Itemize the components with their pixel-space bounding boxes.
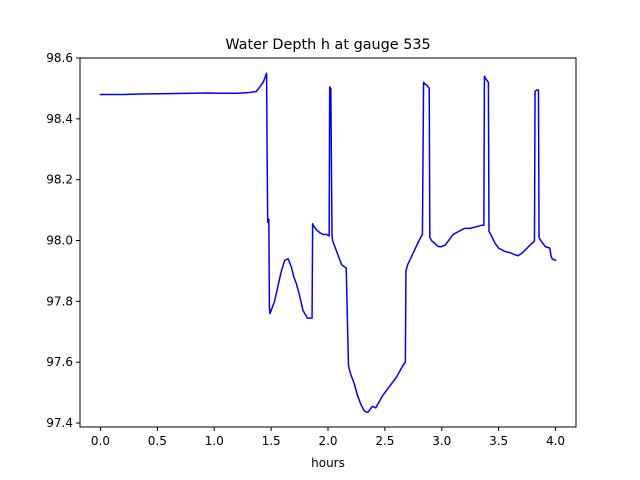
x-tick-label: 2.0 bbox=[318, 434, 337, 448]
series-layer bbox=[99, 72, 557, 414]
x-tick-label: 0.0 bbox=[91, 434, 110, 448]
chart-title: Water Depth h at gauge 535 bbox=[225, 37, 430, 53]
x-tick-label: 1.5 bbox=[262, 434, 281, 448]
y-tick-label: 97.8 bbox=[46, 294, 73, 308]
plot-area bbox=[79, 57, 577, 428]
y-tick-label: 98.2 bbox=[46, 173, 73, 187]
series-line-0 bbox=[99, 72, 557, 414]
y-tick-label: 97.6 bbox=[46, 355, 73, 369]
x-tick-label: 3.0 bbox=[432, 434, 451, 448]
x-tick-label: 2.5 bbox=[375, 434, 394, 448]
x-axis-label: hours bbox=[311, 456, 345, 470]
y-tick-label: 98.0 bbox=[46, 234, 73, 248]
x-tick-label: 1.0 bbox=[205, 434, 224, 448]
plot-background bbox=[80, 58, 576, 427]
y-tick-label: 98.6 bbox=[46, 51, 73, 65]
y-tick-label: 98.4 bbox=[46, 112, 73, 126]
x-axis: 0.0 0.5 1.0 1.5 2.0 2.5 3.0 3.5 4.0 bbox=[91, 427, 565, 448]
y-axis: 97.4 97.6 97.8 98.0 98.2 98.4 98.6 bbox=[46, 51, 80, 430]
x-tick-label: 3.5 bbox=[489, 434, 508, 448]
y-tick-label: 97.4 bbox=[46, 416, 73, 430]
x-tick-label: 4.0 bbox=[546, 434, 565, 448]
x-tick-label: 0.5 bbox=[148, 434, 167, 448]
